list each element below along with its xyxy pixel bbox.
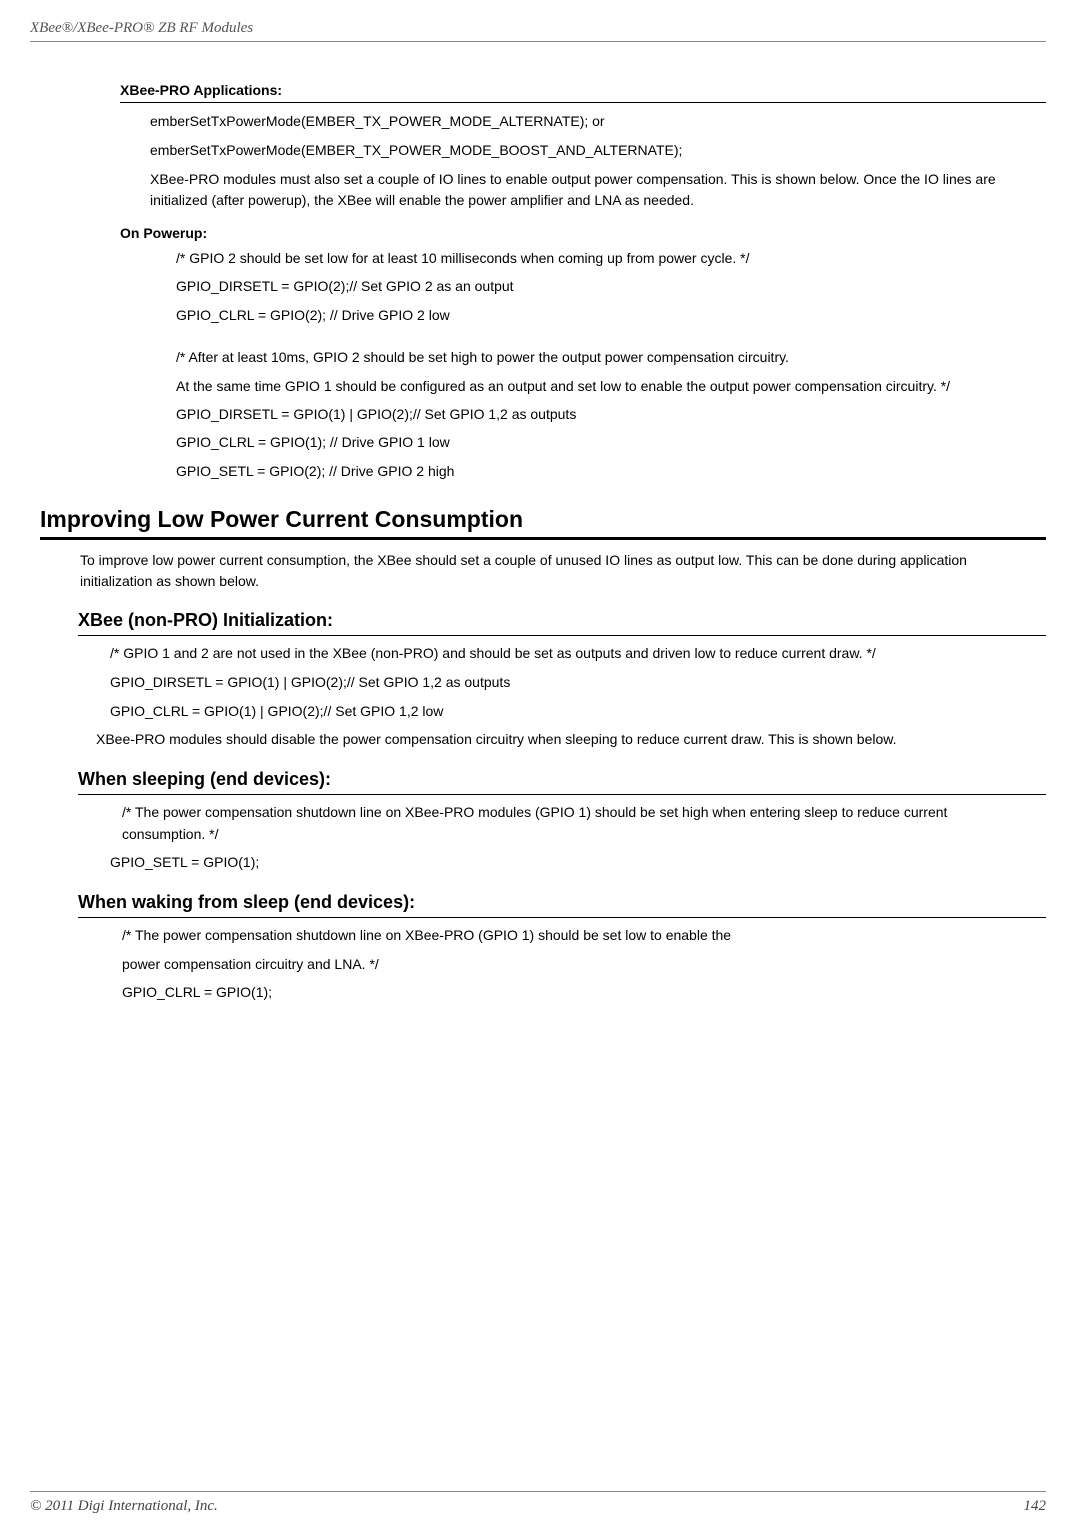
page: XBee®/XBee-PRO® ZB RF Modules XBee-PRO A… [0, 0, 1076, 1533]
code-line: At the same time GPIO 1 should be config… [150, 375, 1026, 397]
heading-when-sleeping: When sleeping (end devices): [78, 769, 1046, 795]
code-line: GPIO_CLRL = GPIO(1); [96, 982, 1026, 1004]
paragraph: To improve low power current consumption… [80, 550, 1026, 592]
footer: © 2011 Digi International, Inc. 142 [30, 1491, 1046, 1515]
code-line: /* GPIO 1 and 2 are not used in the XBee… [96, 643, 1026, 665]
code-line: /* The power compensation shutdown line … [96, 925, 1026, 947]
heading-xbee-pro-applications: XBee-PRO Applications: [120, 82, 1046, 103]
header-rule [30, 41, 1046, 42]
code-line: GPIO_CLRL = GPIO(1) | GPIO(2);// Set GPI… [96, 701, 1026, 723]
heading-improving-low-power: Improving Low Power Current Consumption [40, 506, 1046, 540]
code-line: GPIO_SETL = GPIO(2); // Drive GPIO 2 hig… [150, 460, 1026, 482]
code-line: power compensation circuitry and LNA. */ [96, 954, 1026, 976]
code-line: GPIO_SETL = GPIO(1); [96, 852, 1026, 874]
doc-header-title: XBee®/XBee-PRO® ZB RF Modules [30, 20, 1046, 37]
code-line: GPIO_DIRSETL = GPIO(2);// Set GPIO 2 as … [150, 275, 1026, 297]
intro-improving: To improve low power current consumption… [80, 550, 1026, 592]
spacer [150, 332, 1026, 340]
code-line: /* GPIO 2 should be set low for at least… [150, 247, 1026, 269]
block-nonpro-init: /* GPIO 1 and 2 are not used in the XBee… [96, 643, 1026, 751]
code-span: At the same time GPIO 1 should be config… [150, 375, 950, 397]
heading-nonpro-init: XBee (non-PRO) Initialization: [78, 610, 1046, 636]
block-xbee-pro-applications: emberSetTxPowerMode(EMBER_TX_POWER_MODE_… [150, 111, 1026, 211]
code-line: GPIO_DIRSETL = GPIO(1) | GPIO(2);// Set … [150, 403, 1026, 425]
heading-when-waking: When waking from sleep (end devices): [78, 892, 1046, 918]
footer-page-number: 142 [1024, 1498, 1047, 1515]
code-line: GPIO_CLRL = GPIO(1); // Drive GPIO 1 low [150, 431, 1026, 453]
paragraph: XBee-PRO modules should disable the powe… [96, 729, 1026, 751]
heading-on-powerup: On Powerup: [120, 225, 1046, 241]
code-line: /* The power compensation shutdown line … [96, 802, 1026, 845]
paragraph: XBee-PRO modules must also set a couple … [150, 169, 1026, 211]
code-line: GPIO_DIRSETL = GPIO(1) | GPIO(2);// Set … [96, 672, 1026, 694]
code-line: emberSetTxPowerMode(EMBER_TX_POWER_MODE_… [150, 140, 1026, 161]
block-when-waking: /* The power compensation shutdown line … [96, 925, 1026, 1004]
block-when-sleeping: /* The power compensation shutdown line … [96, 802, 1026, 874]
code-line: emberSetTxPowerMode(EMBER_TX_POWER_MODE_… [150, 111, 1026, 132]
block-on-powerup: /* GPIO 2 should be set low for at least… [150, 247, 1026, 482]
footer-copyright: © 2011 Digi International, Inc. [30, 1498, 218, 1515]
code-line: GPIO_CLRL = GPIO(2); // Drive GPIO 2 low [150, 304, 1026, 326]
code-line: /* After at least 10ms, GPIO 2 should be… [150, 346, 1026, 368]
